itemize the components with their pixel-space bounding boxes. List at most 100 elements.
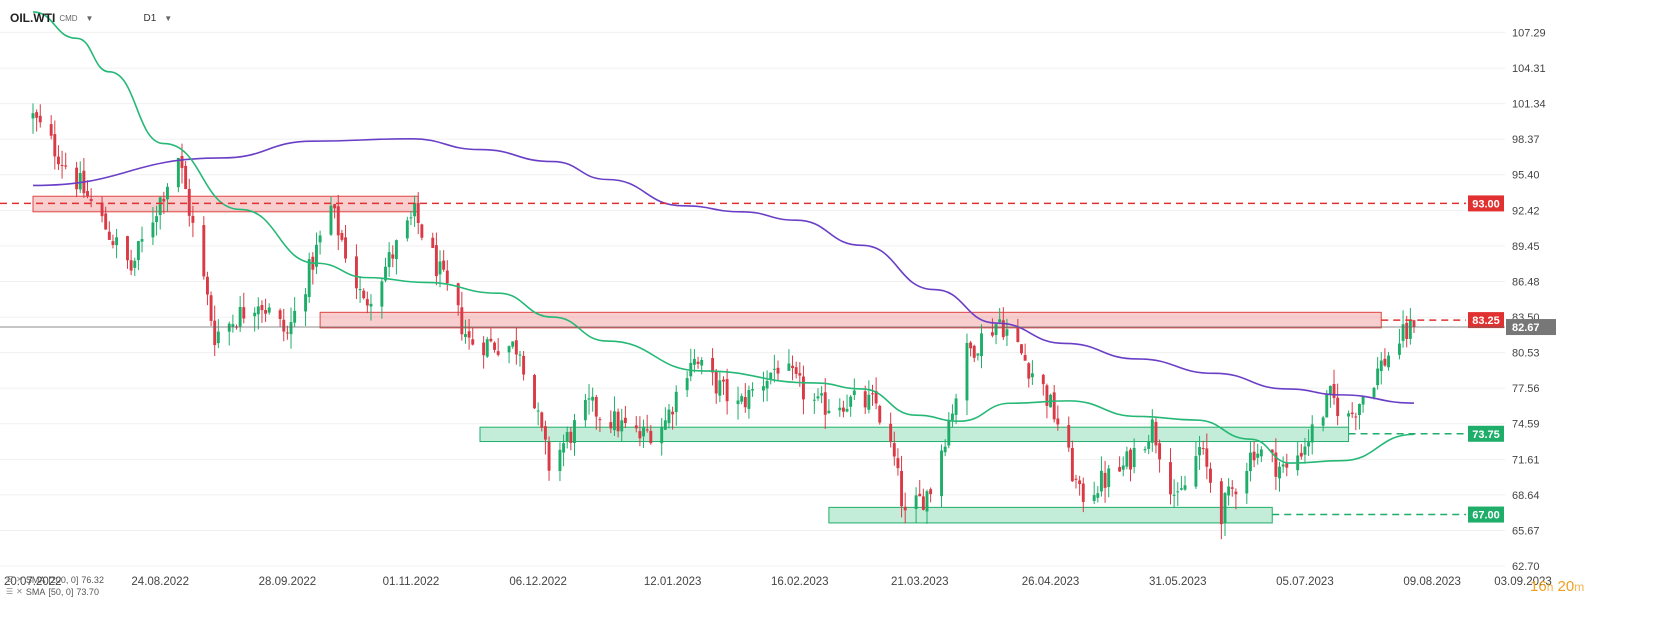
candle-body [1183,485,1187,490]
candle-body [227,323,231,332]
timeframe-dropdown-icon[interactable]: ▼ [164,13,173,23]
candle-body [38,115,42,123]
candle-body [1408,320,1412,339]
timer-hours: 16 [1530,578,1547,595]
candle-body [878,405,882,423]
candle-body [489,338,493,342]
candle-body [1325,393,1329,418]
candle-body [49,124,53,136]
level-label: 83.25 [1472,315,1500,327]
candle-body [242,307,246,319]
x-tick-label: 21.03.2023 [891,576,949,588]
candle-body [1129,449,1132,470]
candle-body [482,342,486,356]
candle-body [1016,326,1020,342]
candle-body [507,346,511,353]
x-tick-label: 03.09.2023 [1494,576,1552,588]
close-icon[interactable]: ✕ [16,575,23,584]
candle-body [867,394,871,410]
y-tick-label: 68.64 [1512,490,1540,502]
candle-body [533,374,536,409]
candle-body [1081,483,1085,502]
legend-sma50-params: [50, 0] [48,587,74,597]
candle-body [1383,358,1387,366]
exchange-label: CMD [59,13,78,23]
candle-body [562,443,566,453]
candle-body [874,391,878,404]
candle-body [1376,368,1380,386]
y-tick-label: 77.56 [1512,383,1540,395]
candle-body [278,310,282,319]
candle-body [438,261,442,275]
candle-body [260,305,264,311]
candle-body [1245,470,1249,494]
candle-body [827,410,831,414]
candle-body [1121,465,1125,470]
candle-body [751,389,755,391]
candle-body [420,224,424,238]
candle-body [1169,462,1172,495]
y-tick-label: 92.42 [1512,205,1540,217]
candle-body [823,392,827,415]
close-icon[interactable]: ✕ [16,587,23,596]
candle-body [191,215,195,223]
candle-body [642,426,645,437]
candle-body [1176,491,1180,493]
candle-body [801,376,805,400]
candle-body [863,391,867,408]
candle-body [1070,447,1074,482]
candle-body [467,331,471,338]
settings-icon[interactable]: ☰ [6,575,14,584]
candle-body [151,222,155,238]
candle-body [696,361,700,364]
x-tick-label: 16.02.2023 [771,576,829,588]
candle-body [413,202,417,217]
candle-body [649,430,653,444]
candle-body [1259,449,1263,457]
candle-body [1219,481,1223,525]
candle-body [176,157,180,188]
candle-body [616,411,620,432]
candle-body [180,156,184,169]
symbol-label[interactable]: OIL.WTI [10,11,56,25]
x-tick-label: 01.11.2022 [383,576,440,588]
candle-body [1256,453,1260,458]
candle-body [365,299,369,306]
timeframe-label[interactable]: D1 [143,12,157,24]
candle-body [536,410,540,412]
symbol-dropdown-icon[interactable]: ▼ [85,13,94,23]
sma50-line [32,11,1414,464]
candle-body [1387,355,1390,368]
candle-body [514,340,518,355]
candle-body [820,393,824,396]
settings-icon[interactable]: ☰ [6,587,14,596]
candle-body [685,378,689,391]
candle-body [380,281,384,307]
candle-body [1030,373,1034,378]
candle-body [31,113,35,119]
candle-body [394,240,398,260]
candle-body [645,429,649,431]
timer-hours-unit: h [1546,580,1554,594]
candle-body [1281,464,1285,467]
sr-zone [319,311,1382,329]
instrument-header: OIL.WTI CMD ▼ D1 ▼ [10,8,172,28]
candle-body [1154,421,1158,446]
candle-body [1005,329,1009,336]
candle-body [918,493,922,497]
candle-body [736,400,740,405]
candle-body [282,319,286,332]
candle-body [667,409,671,424]
candle-body [460,307,464,335]
candle-body [1150,419,1154,443]
candle-body [104,213,108,230]
candle-body [794,367,798,374]
y-tick-label: 89.45 [1512,241,1540,253]
candle-body [216,331,220,344]
candle-body [329,205,333,235]
candle-body [587,398,591,400]
candle-body [547,442,551,471]
candle-countdown: 16h 20m [1530,578,1584,595]
candle-body [889,423,893,442]
